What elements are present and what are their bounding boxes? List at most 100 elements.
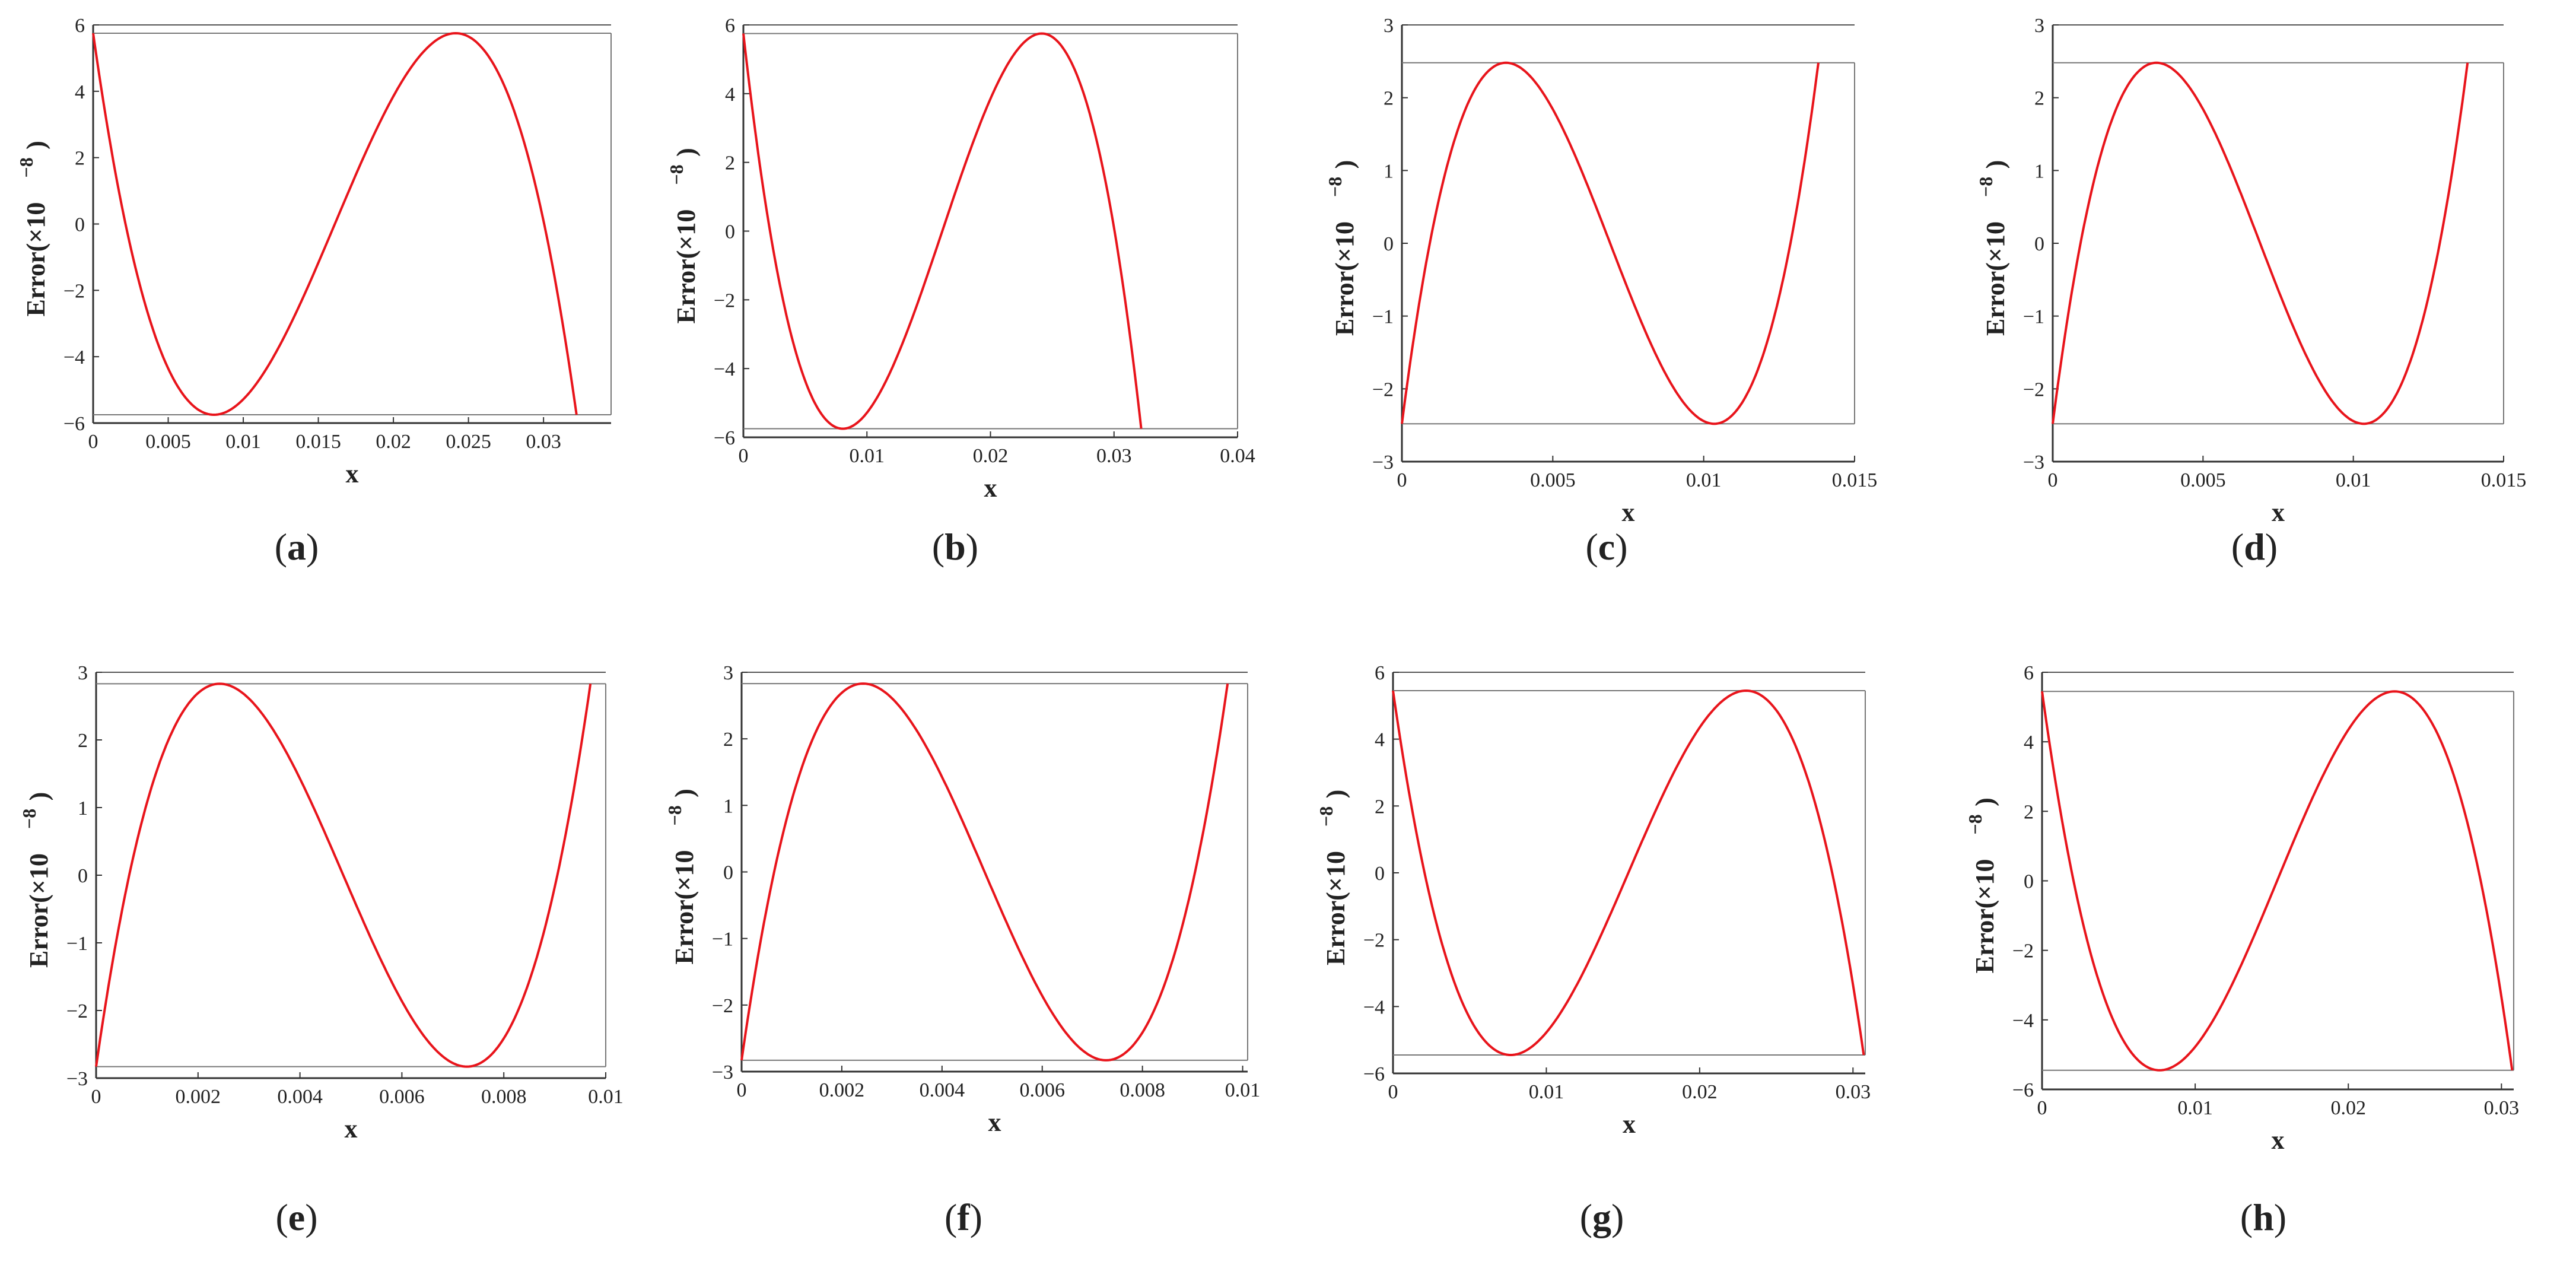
y-axis-label-exponent: −8 [1964, 814, 1986, 834]
x-tick-label: 0.02 [2330, 1097, 2366, 1119]
y-tick-label: −1 [66, 933, 88, 955]
y-tick-label: −6 [714, 427, 735, 449]
x-tick-label: 0 [737, 1079, 747, 1101]
y-axis-label: Error(×10 −8) [1315, 790, 1350, 965]
y-tick-label: 3 [2034, 15, 2044, 37]
y-axis-label-main: Error(×10 [1321, 851, 1350, 965]
x-axis-label: x [1623, 1110, 1636, 1139]
y-tick-label: −1 [1372, 306, 1394, 328]
y-axis-label-main: Error(×10 [1970, 859, 1999, 974]
chart-panel-f: 0 0.002 0.004 0.006 0.008 0.01 −3 −2 −1 0 1 2 3 x Erro… [664, 662, 1260, 1238]
x-tick-label: 0.02 [1682, 1081, 1718, 1103]
error-curve-c [1401, 61, 1820, 425]
panel-caption: (d) [2231, 526, 2278, 568]
y-tick-label: 4 [2024, 732, 2034, 754]
panel-caption: (a) [275, 526, 319, 568]
y-axis-label-exponent: −8 [1324, 177, 1346, 197]
x-tick-label: 0.01 [1686, 469, 1722, 491]
y-axis-label-exponent: −8 [666, 164, 687, 185]
y-axis-label-close: ) [21, 141, 50, 150]
y-tick-label: 0 [1375, 863, 1385, 885]
x-tick-label: 0.01 [1225, 1079, 1261, 1101]
y-tick-label: −3 [66, 1068, 88, 1090]
y-tick-label: 2 [725, 152, 735, 174]
x-tick-label: 0.004 [920, 1079, 965, 1101]
y-axis-label-close: ) [24, 792, 53, 801]
error-curve-g [1392, 689, 1865, 1057]
y-tick-label: −2 [1372, 379, 1394, 401]
y-tick-label: 6 [2024, 662, 2034, 684]
y-tick-label: 0 [1384, 233, 1394, 255]
chart-panel-c: 0 0.005 0.01 0.015 −3 −2 −1 0 1 2 3 x Error(×10 −8) (c… [1324, 15, 1877, 568]
y-tick-label: −2 [66, 1000, 88, 1022]
panel-caption: (b) [932, 526, 978, 568]
y-axis-label-exponent: −8 [664, 805, 685, 825]
y-tick-label: −6 [1363, 1063, 1385, 1085]
y-tick-label: −1 [712, 929, 733, 951]
y-axis-label-close: ) [1321, 790, 1350, 799]
chart-panel-h: 0 0.01 0.02 0.03 −6 −4 −2 0 2 4 6 x Error(×10 −8) (h) [1964, 662, 2519, 1238]
y-tick-label: 0 [75, 214, 85, 236]
y-axis-label-main: Error(×10 [1981, 221, 2010, 336]
error-curve-e [95, 682, 592, 1068]
x-tick-label: 0.03 [1096, 445, 1132, 467]
y-tick-label: 3 [78, 662, 88, 684]
x-axis-label: x [2272, 1126, 2285, 1155]
panel-caption: (c) [1585, 526, 1627, 568]
y-axis-label: Error(×10 −8) [1975, 160, 2010, 336]
x-tick-label: 0.008 [481, 1086, 527, 1108]
x-tick-label: 0.04 [1220, 445, 1255, 467]
y-tick-label: −3 [1372, 452, 1394, 473]
y-tick-label: 4 [75, 81, 85, 103]
y-axis-label: Error(×10 −8) [15, 141, 50, 316]
chart-panel-b: 0 0.01 0.02 0.03 0.04 −6 −4 −2 0 2 4 6 x Error(×10 −8)… [666, 15, 1255, 568]
y-tick-label: 0 [723, 862, 733, 884]
x-tick-label: 0 [88, 431, 98, 453]
y-tick-label: −3 [712, 1062, 733, 1083]
x-tick-label: 0.002 [819, 1079, 865, 1101]
y-tick-label: 2 [723, 729, 733, 751]
y-tick-label: 2 [2034, 88, 2044, 110]
y-axis-label-exponent: −8 [1975, 177, 1996, 197]
x-tick-label: 0.01 [225, 431, 261, 453]
y-tick-label: −2 [712, 995, 733, 1017]
x-tick-label: 0 [2048, 469, 2058, 491]
x-tick-label: 0.02 [376, 431, 411, 453]
y-axis-label: Error(×10 −8) [664, 789, 699, 964]
y-axis-label-close: ) [1330, 160, 1359, 169]
y-axis-label-main: Error(×10 [670, 850, 699, 965]
error-curve-h [2041, 690, 2514, 1072]
y-tick-label: −2 [2023, 379, 2044, 401]
y-tick-label: −4 [1363, 996, 1385, 1018]
panel-caption: (h) [2240, 1196, 2286, 1238]
x-tick-label: 0.03 [526, 431, 561, 453]
x-tick-label: 0 [1397, 469, 1407, 491]
y-tick-label: −6 [2012, 1079, 2034, 1101]
y-axis-label: Error(×10 −8) [18, 792, 53, 968]
x-tick-label: 0.01 [588, 1086, 624, 1108]
x-axis-label: x [2272, 498, 2285, 527]
x-tick-label: 0.002 [176, 1086, 221, 1108]
y-tick-label: −6 [63, 413, 85, 435]
x-tick-label: 0.006 [1019, 1079, 1065, 1101]
y-axis-label-close: ) [672, 148, 701, 157]
chart-panel-d: 0 0.005 0.01 0.015 −3 −2 −1 0 1 2 3 x Error(×10 −8) (d… [1975, 15, 2526, 568]
y-tick-label: 1 [723, 795, 733, 817]
chart-panel-a: 0 0.005 0.01 0.015 0.02 0.025 0.03 −6 −4 −2 0 2 4 6 x E… [15, 15, 612, 568]
x-axis-label: x [988, 1108, 1001, 1137]
x-tick-label: 0.015 [2481, 469, 2527, 491]
x-tick-label: 0.02 [973, 445, 1009, 467]
y-axis-label-main: Error(×10 [24, 853, 53, 968]
chart-panel-e: 0 0.002 0.004 0.006 0.008 0.01 −3 −2 −1 0 1 2 3 x Erro… [18, 662, 624, 1238]
y-tick-label: 6 [725, 15, 735, 37]
y-tick-label: −4 [714, 358, 735, 380]
y-tick-label: 3 [1384, 15, 1394, 37]
x-tick-label: 0.03 [2484, 1097, 2520, 1119]
y-tick-label: −2 [1363, 930, 1385, 952]
x-tick-label: 0.006 [379, 1086, 425, 1108]
y-axis-label-main: Error(×10 [672, 209, 701, 324]
x-tick-label: 0.01 [1529, 1081, 1564, 1103]
x-tick-label: 0.01 [850, 445, 885, 467]
y-axis-label-close: ) [670, 789, 699, 797]
